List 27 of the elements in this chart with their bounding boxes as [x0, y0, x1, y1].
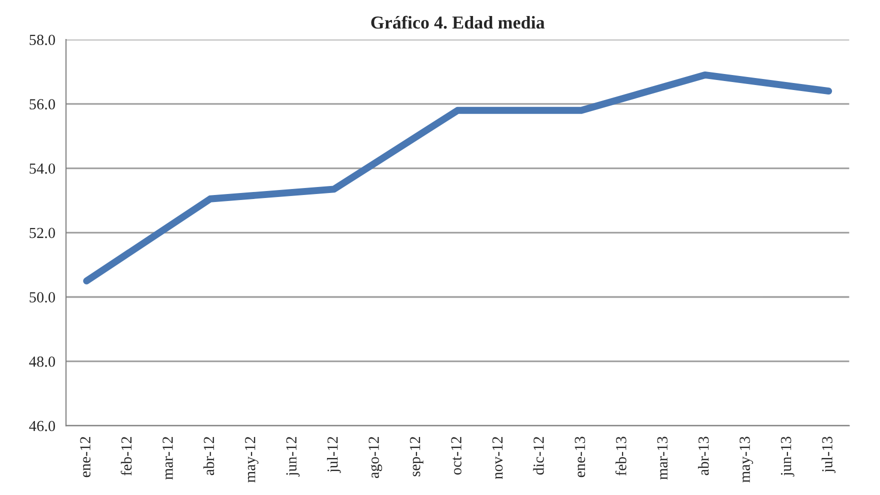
x-tick-label: mar-12	[162, 436, 173, 480]
y-tick-label: 48.0	[29, 356, 55, 367]
x-tick-label: may-12	[245, 436, 258, 482]
x-tick-label: jun-12	[286, 436, 300, 476]
x-tick-label: ene-13	[574, 436, 586, 478]
y-tick-label: 56.0	[30, 99, 55, 110]
y-tick-label: 58.0	[30, 34, 55, 46]
x-tick-label: oct-12	[451, 436, 462, 475]
y-tick-label: 52.0	[30, 228, 55, 238]
x-tick-label: ago-12	[368, 436, 382, 478]
x-tick-label: abr-13	[698, 436, 709, 476]
y-tick-label: 46.0	[29, 420, 55, 432]
x-tick-label: mar-13	[657, 436, 668, 480]
x-tick-label: feb-13	[615, 436, 626, 476]
x-tick-label: nov-12	[492, 436, 503, 480]
x-tick-label: jul-12	[327, 436, 341, 474]
chart-title: Gráfico 4. Edad media	[371, 16, 545, 29]
y-tick-label: 54.0	[30, 163, 55, 174]
x-tick-label: jun-13	[780, 436, 794, 476]
x-tick-label: ene-12	[80, 436, 90, 478]
x-tick-label: jul-13	[822, 436, 836, 474]
x-tick-label: sep-12	[410, 436, 424, 476]
x-tick-label: abr-12	[203, 436, 214, 476]
y-tick-label: 50.0	[30, 292, 55, 303]
x-tick-label: may-13	[740, 436, 754, 482]
x-tick-label: feb-12	[120, 436, 132, 476]
x-tick-label: dic-12	[533, 436, 544, 475]
